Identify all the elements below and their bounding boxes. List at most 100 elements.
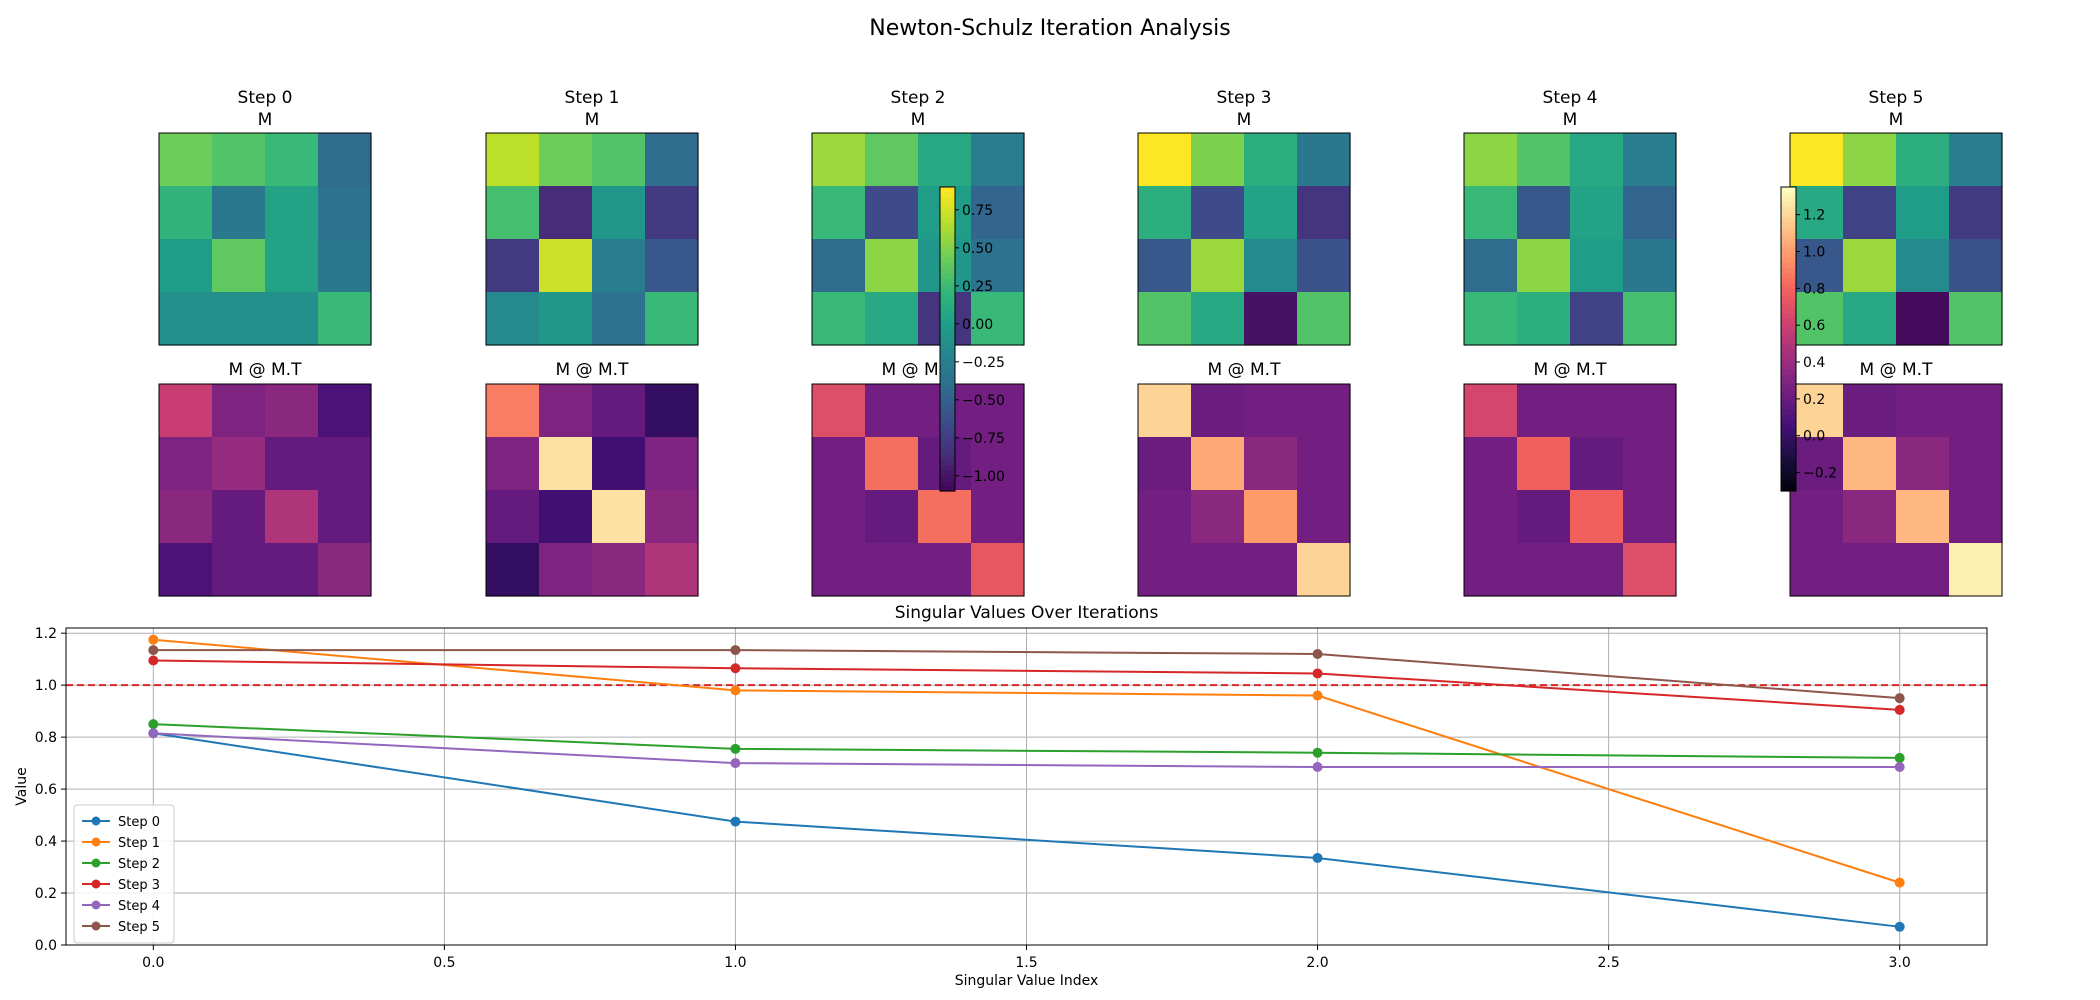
x-tick-label: 0.0 (142, 955, 164, 971)
colorbar-band (940, 202, 955, 208)
heatmap-cell (1623, 543, 1677, 597)
colorbar-band (1781, 485, 1796, 492)
heatmap-cell (1517, 384, 1571, 438)
colorbar-band (940, 318, 955, 325)
colorbar-band (1781, 328, 1796, 335)
data-point (730, 645, 741, 656)
heatmap-cell (645, 384, 699, 438)
heatmap-cell (592, 543, 646, 597)
colorbar-band (940, 455, 955, 462)
heatmap-cell (1896, 543, 1950, 597)
heatmap-cell (1790, 437, 1844, 491)
heatmap-cell (486, 543, 540, 597)
colorbar-band (940, 374, 955, 381)
heatmap-cell (1244, 437, 1298, 491)
heatmap-cell (1843, 186, 1897, 240)
colorbar-band (940, 420, 955, 426)
colorbar-band (1781, 480, 1796, 487)
colorbar-band (1781, 374, 1796, 381)
heatmap-cell (486, 186, 540, 240)
heatmap-frame (811, 383, 1025, 597)
colorbar-band (940, 485, 955, 492)
colorbar-band (940, 293, 955, 300)
colorbar-band (1781, 354, 1796, 360)
colorbar-band (1781, 475, 1796, 482)
heatmap-cell (1244, 543, 1298, 597)
data-point (1312, 747, 1323, 758)
heatmap-cell (265, 239, 319, 293)
heatmap-cell (812, 292, 866, 346)
data-point (1894, 877, 1905, 888)
colorbar-band (1781, 232, 1796, 239)
matrix-title: M (1563, 110, 1578, 130)
heatmap-cell (318, 490, 372, 544)
heatmap-cell (1464, 437, 1518, 491)
data-point (730, 758, 741, 769)
y-tick-label: 1.2 (35, 626, 57, 642)
heatmap-cell (971, 239, 1025, 293)
data-point (730, 685, 741, 696)
step-title: Step 1 (565, 88, 620, 108)
y-tick-label: 0.6 (35, 782, 57, 798)
heatmap-cell (1790, 490, 1844, 544)
heatmap-cell (318, 239, 372, 293)
colorbar-tick-label: 0.8 (1803, 281, 1825, 297)
heatmap-cell (318, 437, 372, 491)
legend-label: Step 1 (118, 836, 160, 851)
heatmap-cell (865, 490, 919, 544)
colorbar-band (940, 197, 955, 203)
colorbar-tick-label: 0.00 (962, 317, 993, 333)
heatmap-cell (1297, 239, 1351, 293)
colorbar-band (1781, 207, 1796, 213)
heatmap-cell (1790, 239, 1844, 293)
heatmap-cell (1570, 490, 1624, 544)
colorbar-band (940, 465, 955, 472)
colorbar-band (940, 222, 955, 229)
heatmap-cell (645, 186, 699, 240)
heatmap-cell (592, 490, 646, 544)
plot-frame (65, 627, 1988, 946)
colorbar-band (1781, 420, 1796, 426)
colorbar-band (1781, 409, 1796, 416)
heatmap-cell (1464, 543, 1518, 597)
step-title: Step 0 (238, 88, 293, 108)
heatmap-cell (1896, 133, 1950, 187)
heatmap-cell (159, 437, 213, 491)
colorbar-band (940, 399, 955, 406)
heatmap-cell (1191, 186, 1245, 240)
heatmap-cell (1896, 490, 1950, 544)
data-point (1312, 762, 1323, 773)
colorbar-tick-label: 1.0 (1803, 244, 1825, 260)
heatmap-cell (1244, 239, 1298, 293)
colorbar-band (940, 384, 955, 391)
heatmap-cell (645, 543, 699, 597)
colorbar-band (1781, 318, 1796, 325)
colorbar-band (1781, 187, 1796, 193)
colorbar-tick-label: 0.4 (1803, 355, 1825, 371)
colorbar-band (1781, 192, 1796, 198)
heatmap-cell (918, 133, 972, 187)
heatmap-cell (1570, 133, 1624, 187)
heatmap-cell (1138, 239, 1192, 293)
colorbar-band (940, 268, 955, 274)
colorbar-band (1781, 430, 1796, 436)
heatmap-cell (318, 384, 372, 438)
heatmap-cell (812, 133, 866, 187)
series-line (153, 659, 1900, 711)
data-point (1894, 762, 1905, 773)
colorbar-band (940, 323, 955, 330)
legend-label: Step 2 (118, 857, 160, 872)
colorbar-band (1781, 283, 1796, 289)
colorbar-tick-label: 0.6 (1803, 318, 1825, 334)
heatmap-cell (1297, 133, 1351, 187)
colorbar-band (940, 369, 955, 376)
legend-swatch-marker (91, 921, 101, 931)
heatmap-cell (971, 543, 1025, 597)
heatmap-cell (1570, 384, 1624, 438)
heatmap-cell (159, 490, 213, 544)
colorbar-tick-label: −1.00 (962, 469, 1005, 485)
heatmap-cell (1138, 384, 1192, 438)
heatmap-cell (1244, 186, 1298, 240)
colorbar-band (1781, 379, 1796, 386)
heatmap-frame (158, 383, 372, 597)
